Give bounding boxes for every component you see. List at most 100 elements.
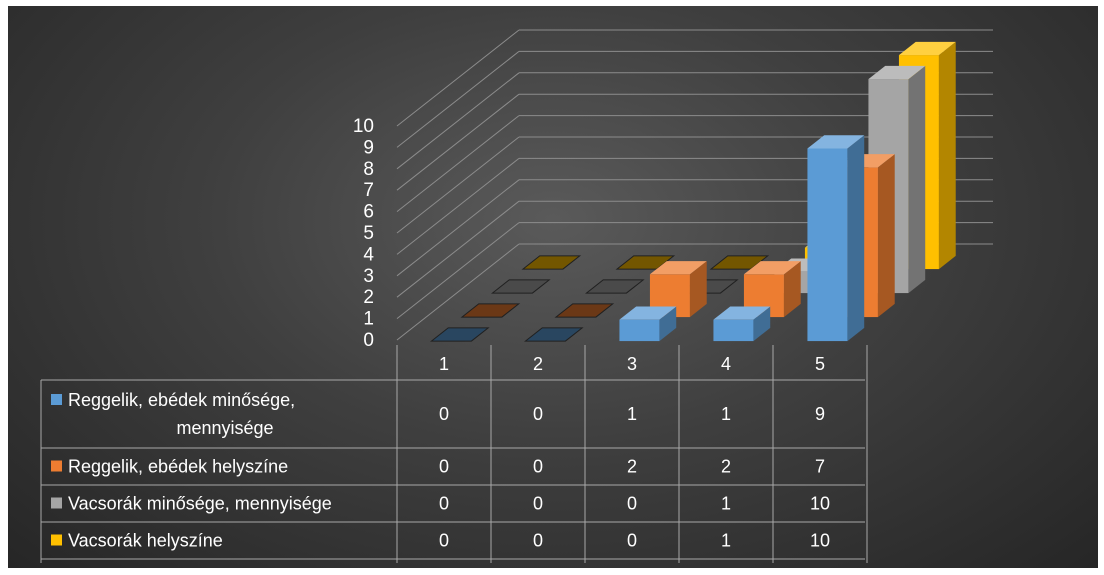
y-tick-label: 6	[363, 202, 374, 223]
x-tick-label: 2	[533, 354, 543, 374]
y-tick-label: 1	[363, 309, 374, 330]
gridline-side	[396, 29, 520, 127]
bar-floor	[615, 255, 676, 270]
bar-floor	[429, 327, 490, 342]
x-tick-label: 3	[627, 354, 637, 374]
gridline-side	[396, 115, 520, 212]
bar-side	[908, 65, 926, 294]
legend-swatch	[51, 497, 62, 509]
bar	[554, 303, 615, 318]
data-label: 10	[810, 531, 830, 551]
legend-label: Reggelik, ebédek helyszíne	[68, 457, 288, 477]
legend-label-cont: mennyisége	[176, 418, 273, 438]
chart-area: 0 1 2 3 4 5 6 7 8 9 10 1 2 3 4 5 Reggelik, ebédek minős…	[8, 6, 1098, 568]
y-tick-label: 2	[363, 287, 374, 308]
bar-top	[868, 65, 926, 80]
legend-label: Reggelik, ebédek minősége,	[68, 390, 295, 410]
x-tick-label: 1	[439, 354, 449, 374]
data-label: 10	[810, 494, 830, 514]
bar	[709, 255, 770, 270]
gridline-side	[396, 243, 520, 341]
gridline-side	[396, 179, 520, 277]
bar-floor	[709, 255, 770, 270]
bar-floor	[554, 303, 615, 318]
bar-top	[619, 306, 677, 320]
bar-front	[713, 319, 754, 342]
bar-top	[743, 261, 801, 275]
bar-side	[877, 154, 895, 318]
y-tick-label: 9	[363, 137, 374, 158]
bar-front	[619, 319, 660, 342]
bar	[713, 306, 771, 342]
legend-swatch	[51, 394, 62, 405]
y-tick-label: 3	[363, 266, 374, 287]
data-label: 0	[533, 404, 543, 424]
legend-label: Vacsorák helyszíne	[68, 531, 223, 551]
data-label: 0	[627, 531, 637, 551]
y-tick-label: 0	[363, 330, 374, 351]
legend-swatch	[51, 460, 62, 472]
bar-floor	[523, 327, 584, 342]
legend-label: Vacsorák minősége, mennyisége	[68, 494, 332, 514]
bar	[490, 279, 551, 294]
data-label: 1	[721, 531, 731, 551]
gridline-side	[396, 158, 520, 255]
data-label: 0	[439, 404, 449, 424]
data-label: 9	[815, 404, 825, 424]
bar	[460, 303, 521, 318]
bar	[584, 279, 645, 294]
bar	[615, 255, 676, 270]
legend-swatch	[51, 534, 62, 546]
data-label: 1	[721, 494, 731, 514]
bar-top	[898, 41, 956, 56]
data-label: 0	[533, 531, 543, 551]
data-label: 0	[439, 494, 449, 514]
data-label: 7	[815, 457, 825, 477]
bar-side	[689, 261, 707, 318]
x-tick-label: 5	[815, 354, 825, 374]
bar-top	[807, 135, 865, 149]
y-tick-label: 4	[363, 244, 374, 265]
data-label: 1	[627, 404, 637, 424]
bar-floor	[584, 279, 645, 294]
y-tick-label: 8	[363, 159, 374, 180]
gridline-side	[396, 72, 520, 170]
data-label: 0	[533, 457, 543, 477]
bar-top	[649, 261, 707, 275]
bar	[523, 327, 584, 342]
bar-top	[713, 306, 771, 320]
y-tick-label: 5	[363, 223, 374, 244]
bar-front	[807, 148, 848, 342]
y-tick-label: 10	[353, 116, 374, 137]
gridline-side	[396, 200, 520, 298]
data-label: 0	[439, 457, 449, 477]
bar-side	[783, 261, 801, 318]
bar	[807, 135, 865, 342]
data-label: 0	[627, 494, 637, 514]
data-label: 2	[721, 457, 731, 477]
bar-side	[847, 135, 865, 342]
data-label: 1	[721, 404, 731, 424]
gridline-side	[396, 222, 520, 319]
x-tick-label: 4	[721, 354, 731, 374]
bar	[429, 327, 490, 342]
gridline-side	[396, 136, 520, 234]
data-label: 2	[627, 457, 637, 477]
data-label: 0	[439, 531, 449, 551]
bar-side	[938, 41, 956, 270]
gridline-side	[396, 51, 520, 148]
data-label: 0	[533, 494, 543, 514]
bars	[429, 41, 956, 342]
bar	[521, 255, 582, 270]
bar-floor	[490, 279, 551, 294]
gridline-side	[396, 93, 520, 191]
bar-side	[659, 306, 677, 342]
y-tick-label: 7	[363, 180, 374, 201]
data-table: 1 2 3 4 5 Reggelik, ebédek minősége, mennyiség…	[40, 345, 868, 563]
bar	[619, 306, 677, 342]
bar-floor	[521, 255, 582, 270]
bar-floor	[460, 303, 521, 318]
bar-side	[753, 306, 771, 342]
